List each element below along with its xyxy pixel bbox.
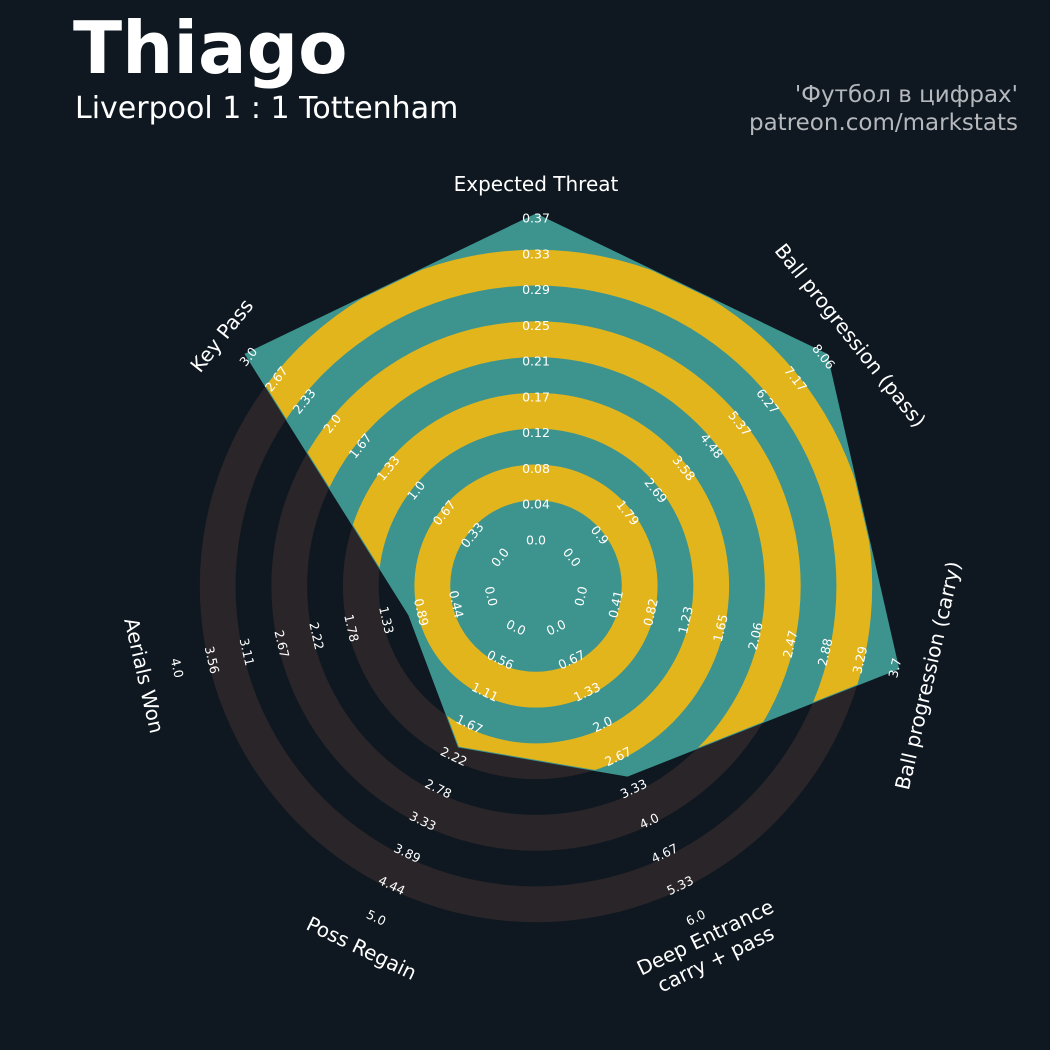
axis-label: Poss Regain [303, 912, 421, 985]
axis-label: Ball progression (carry) [890, 559, 966, 792]
tick-label: 0.41 [605, 589, 626, 619]
credit-url: patreon.com/markstats [748, 110, 1018, 136]
tick-label: 1.65 [710, 613, 731, 643]
radar-polygon-outline [244, 213, 900, 777]
tick-label: 0.82 [640, 597, 661, 627]
axis-label-line: Expected Threat [454, 172, 619, 196]
axis-label: Deep Entrancecarry + pass [633, 894, 788, 1002]
tick-label: 0.21 [522, 354, 550, 369]
axis-label: Expected Threat [454, 172, 619, 196]
tick-label: 1.78 [341, 613, 362, 644]
tick-label: 2.88 [815, 637, 836, 668]
tick-label: 0.44 [446, 589, 467, 620]
axis-label-line: Ball progression (carry) [890, 559, 966, 792]
polygon-ring [414, 464, 658, 708]
tick-label: 0.04 [522, 497, 550, 512]
tick-label: 0.0 [571, 585, 590, 608]
tick-label: 1.23 [675, 605, 696, 635]
player-name: Thiago [73, 6, 348, 90]
axis-label-line: Aerials Won [119, 616, 169, 736]
tick-label: 0.33 [522, 246, 550, 261]
tick-label: 3.29 [849, 645, 870, 676]
credit-source: 'Футбол в цифрах' [794, 82, 1018, 108]
tick-label: 2.22 [306, 621, 327, 651]
tick-label: 3.7 [885, 657, 904, 680]
tick-label: 2.67 [271, 629, 292, 659]
tick-label: 3.56 [202, 645, 223, 676]
axis-label-line: Poss Regain [303, 912, 421, 985]
tick-label: 5.0 [364, 907, 388, 929]
axis-label: Aerials Won [119, 616, 169, 736]
match-title: Liverpool 1 : 1 Tottenham [75, 91, 459, 126]
tick-label: 1.33 [376, 605, 397, 635]
tick-label: 3.11 [237, 637, 258, 667]
tick-label: 0.89 [411, 597, 432, 628]
tick-label: 0.25 [522, 318, 550, 333]
tick-label: 0.08 [522, 461, 550, 476]
tick-label: 4.0 [168, 657, 187, 680]
tick-label: 0.29 [522, 282, 550, 297]
tick-label: 0.0 [482, 585, 501, 608]
tick-label: 0.12 [522, 425, 550, 440]
tick-label: 0.17 [522, 389, 550, 404]
tick-label: 0.37 [522, 211, 550, 226]
tick-label: 2.06 [745, 621, 766, 652]
tick-label: 2.47 [780, 629, 801, 659]
tick-label: 0.0 [526, 533, 546, 548]
